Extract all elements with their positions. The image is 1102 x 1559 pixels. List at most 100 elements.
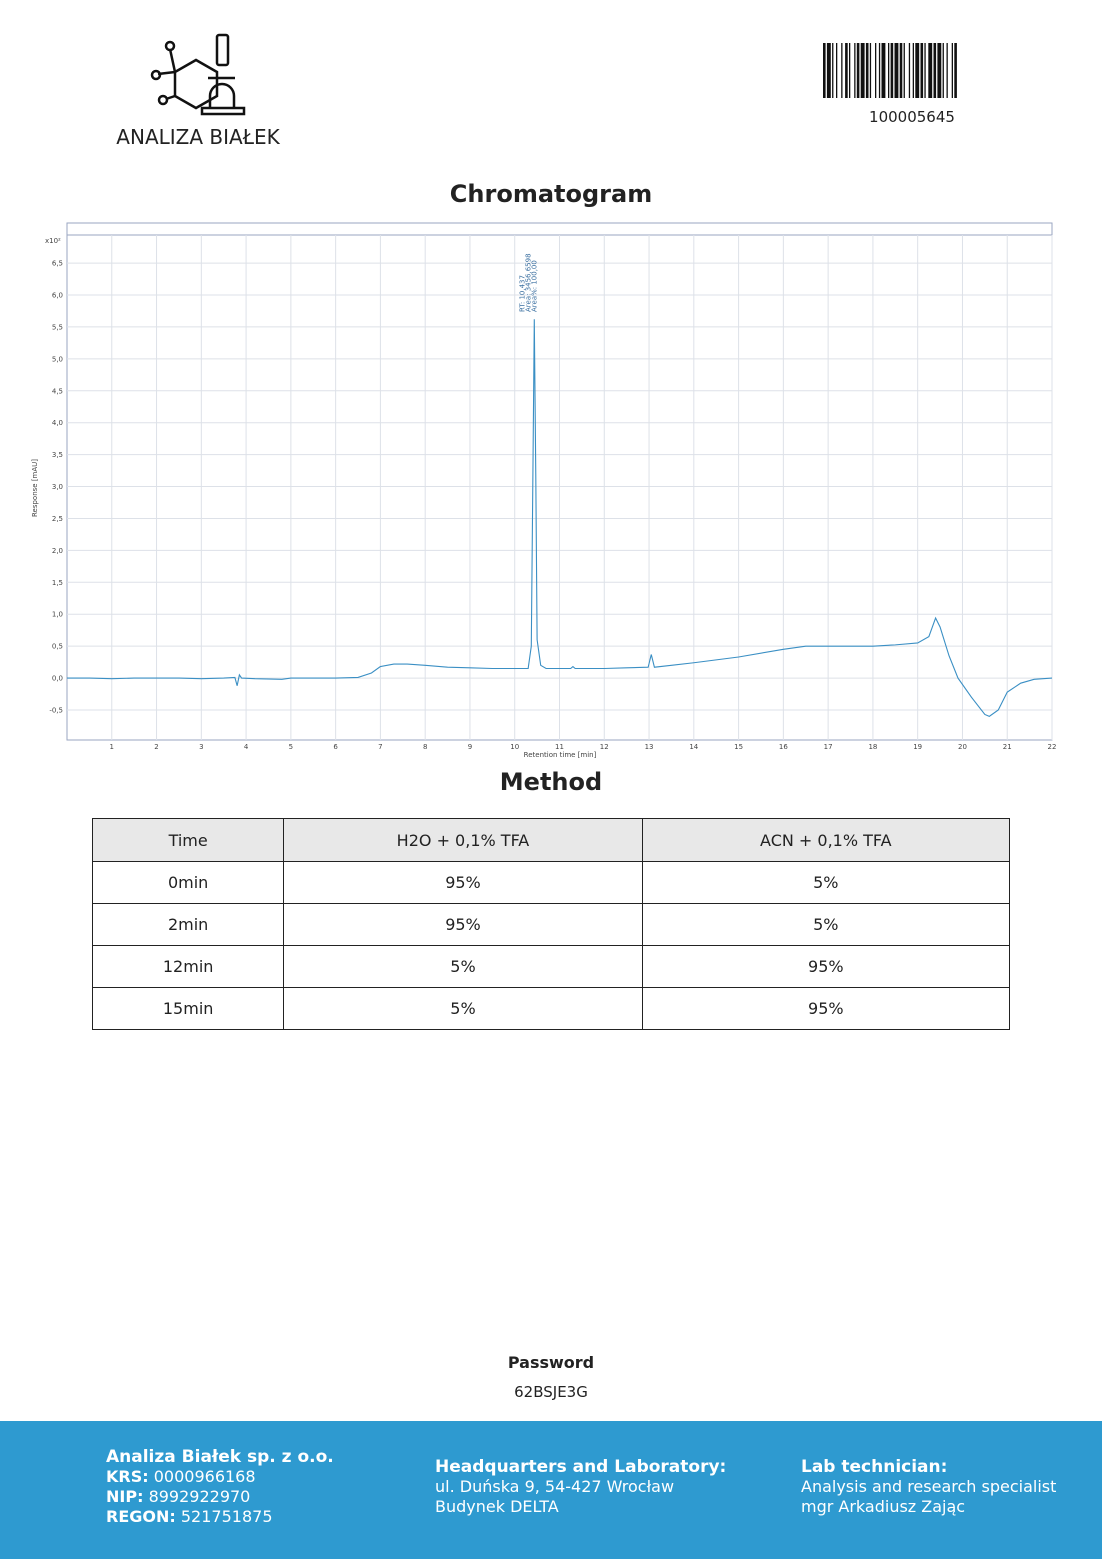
x-tick-label: 11 [555, 743, 564, 751]
y-tick-label: 2,5 [52, 515, 63, 523]
table-row: 15min 5% 95% [91, 987, 1011, 1030]
company-name: Analiza Białek sp. z o.o. [106, 1447, 334, 1467]
y-tick-label: 2,0 [52, 547, 63, 555]
table-cell: 15min [91, 987, 285, 1030]
x-tick-label: 17 [824, 743, 833, 751]
headquarters-title: Headquarters and Laboratory: [435, 1457, 727, 1477]
x-tick-label: 10 [510, 743, 519, 751]
barcode-bar [823, 43, 826, 98]
x-axis-label: Retention time [min] [524, 751, 597, 759]
barcode-bar [856, 43, 860, 98]
x-tick-label: 2 [154, 743, 158, 751]
table-cell: 95% [641, 987, 1011, 1030]
header-row: Time H2O + 0,1% TFA ACN + 0,1% TFA [91, 818, 1011, 862]
x-tick-label: 19 [913, 743, 922, 751]
table-cell: 0min [91, 861, 285, 904]
chart-title: Chromatogram [450, 180, 652, 208]
x-tick-label: 4 [244, 743, 249, 751]
technician: Lab technician: Analysis and research sp… [801, 1457, 1056, 1517]
field-value: 8992922970 [148, 1487, 251, 1506]
barcode-bar [954, 43, 957, 98]
peak-annotation: Area%: 100,00 [530, 260, 538, 312]
barcode-bar [890, 43, 894, 98]
barcode-bar [845, 43, 848, 98]
y-tick-label: 6,0 [52, 292, 63, 300]
y-tick-label: 0,5 [52, 643, 63, 651]
table-cell: 5% [641, 903, 1011, 946]
header-and-chart: ANALIZA BIAŁEK 100005645 Chromatogram x1… [31, 33, 1057, 759]
field-value: 0000966168 [153, 1467, 256, 1486]
y-tick-label: -0,5 [49, 706, 63, 714]
peak-annotation: RT: 10,437 [518, 275, 526, 312]
headquarters-line: Budynek DELTA [435, 1497, 559, 1516]
barcode-bar [903, 43, 905, 98]
x-tick-label: 22 [1048, 743, 1057, 751]
table-cell: 5% [283, 945, 643, 988]
method-title: Method [499, 768, 603, 796]
headquarters-line: ul. Duńska 9, 54-427 Wrocław [435, 1477, 675, 1496]
table-row: 0min 95% 5% [91, 861, 1011, 904]
table-cell: 5% [283, 987, 643, 1030]
barcode-bar [826, 43, 831, 98]
barcode-bar [908, 43, 911, 98]
barcode-bar [915, 43, 920, 98]
field-label: KRS: [106, 1467, 149, 1486]
barcode-bar [888, 43, 890, 98]
technician-line: Analysis and research specialist [801, 1477, 1057, 1496]
footer: Analiza Białek sp. z o.o. KRS: 000096616… [0, 1421, 1102, 1559]
field-label: REGON: [106, 1507, 176, 1526]
chromatogram-line [67, 319, 1053, 718]
headquarters: Headquarters and Laboratory: ul. Duńska … [435, 1457, 726, 1517]
x-tick-label: 9 [468, 743, 472, 751]
headquarters-lines: ul. Duńska 9, 54-427 Wrocław Budynek DELT… [435, 1477, 726, 1517]
company-field: NIP: 8992922970 [106, 1487, 334, 1507]
logo-text: ANALIZA BIAŁEK [116, 125, 280, 149]
x-tick-label: 12 [600, 743, 609, 751]
table-cell: 95% [283, 861, 643, 904]
barcode-bar [836, 43, 838, 98]
password-label: Password [507, 1353, 595, 1372]
barcode-bar [832, 43, 834, 98]
table-cell: 95% [641, 945, 1011, 988]
barcode-bar [854, 43, 856, 98]
barcode-number: 100005645 [869, 108, 955, 126]
table-row: 2min 95% 5% [91, 903, 1011, 946]
barcode-bar [942, 43, 944, 98]
peak-annotation: Area: 3456,6598 [524, 253, 532, 312]
technician-title: Lab technician: [801, 1457, 948, 1477]
barcode-bar [841, 43, 843, 98]
y-tick-label: 5,0 [52, 355, 63, 363]
header-cell: H2O + 0,1% TFA [283, 818, 643, 862]
barcode-bar [946, 43, 948, 98]
company-info: Analiza Białek sp. z o.o. KRS: 000096616… [106, 1447, 334, 1527]
barcode [823, 43, 957, 98]
y-tick-label: 4,0 [52, 419, 63, 427]
x-tick-label: 3 [199, 743, 203, 751]
y-tick-label: 1,5 [52, 579, 63, 587]
barcode-bar [899, 43, 903, 98]
technician-lines: Analysis and research specialist mgr Arka… [801, 1477, 1056, 1517]
table-cell: 2min [91, 903, 285, 946]
table-row: 12min 5% 95% [91, 945, 1011, 988]
barcode-bar [869, 43, 872, 98]
barcode-bar [849, 43, 851, 98]
company-field: KRS: 0000966168 [106, 1467, 334, 1487]
password-value: 62BSJE3G [514, 1383, 588, 1401]
technician-line: mgr Arkadiusz Zając [801, 1497, 966, 1516]
field-value: 521751875 [180, 1507, 273, 1526]
y-axis-label: Response [mAU] [31, 459, 39, 517]
company-fields: KRS: 0000966168 NIP: 8992922970 REGON: 521… [106, 1467, 334, 1527]
barcode-bar [878, 43, 881, 98]
y-tick-label: 6,5 [52, 260, 63, 268]
barcode-bar [951, 43, 953, 98]
barcode-bar [924, 43, 926, 98]
table-cell: 95% [283, 903, 643, 946]
barcode-bar [875, 43, 877, 98]
x-tick-label: 16 [779, 743, 788, 751]
y-tick-label: 5,5 [52, 323, 63, 331]
header-cell: Time [91, 818, 285, 862]
x-tick-label: 13 [645, 743, 654, 751]
x-tick-label: 5 [289, 743, 293, 751]
x-tick-label: 21 [1003, 743, 1012, 751]
